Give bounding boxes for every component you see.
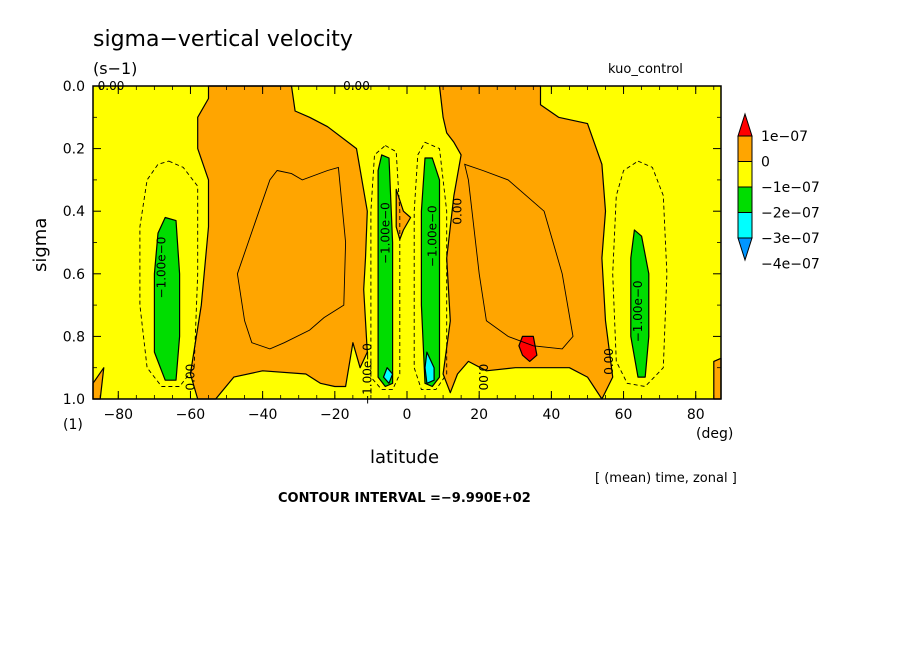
x-tick-label: −20 [320,407,350,423]
colorbar-level-label: −2e−07 [761,206,820,222]
x-axis-ticks: −80 −60 −40 −20 0 20 40 60 80 [99,86,715,423]
x-tick-label: 20 [470,407,488,423]
contour-label: 0.00 [183,364,197,391]
y-axis-ticks: 0.0 0.2 0.4 0.6 0.8 1.0 [63,79,721,408]
region-0_to_1e-7-1 [189,85,368,400]
region-m3e-7_to_m2e-7-9 [382,367,394,384]
contour-line-dashed [612,160,668,387]
x-tick-label: −40 [248,407,278,423]
x-tick-label: 0 [403,407,412,423]
y-tick-label: 0.6 [63,267,85,283]
y-tick-label: 0.2 [63,142,85,158]
contour-interval: CONTOUR INTERVAL =−9.990E+02 [278,491,531,506]
region-0_to_1e-7-2 [438,85,614,400]
plot-area: 0.00 0.00 −1.00e−0 −1.00e−0 −1.00e−0 0.00 −1.0… [92,79,722,405]
contour-line-dashed [413,141,448,391]
x-tick-label: 40 [542,407,560,423]
colorbar-top-triangle [737,112,753,137]
y-tick-label: 1.0 [63,392,85,408]
contour-line-solid [464,163,574,350]
averaging-note: [ (mean) time, zonal ] [595,471,737,486]
contour-label: 0.00 [602,348,616,375]
x-axis-units: (deg) [696,426,733,442]
colorbar-level-label: −4e−07 [761,257,820,273]
x-tick-label: −80 [103,407,133,423]
y-tick-label: 0.4 [63,204,85,220]
contour-lines [139,141,668,391]
x-tick-label: −60 [176,407,206,423]
colorbar-segment-m2e-7_to_m1e-7 [737,186,753,213]
colorbar-segment-0_to_1e-7 [737,135,753,162]
contour-label: −1.00e−0 [425,205,439,267]
region-m3e-7_to_m2e-7-10 [424,351,435,384]
contour-line-dashed [370,144,401,391]
x-axis-label: latitude [370,447,439,468]
colorbar-level-label: −3e−07 [761,231,820,247]
x-tick-label: 60 [615,407,633,423]
region-m2e-7_to_m1e-7-7 [420,157,441,388]
contour-label: −1.00e−0 [631,280,645,342]
x-tick-label: 80 [687,407,705,423]
colorbar-level-label: 0 [761,155,770,171]
region-m2e-7_to_m1e-7-5 [153,216,181,381]
y-axis-units: (1) [63,417,83,433]
contour-label: −1.00e−0 [378,202,392,264]
y-tick-label: 0.8 [63,329,85,345]
contour-labels: 0.00 0.00 −1.00e−0 −1.00e−0 −1.00e−0 0.00 −1.0… [98,79,645,405]
region-m2e-7_to_m1e-7-6 [377,154,394,388]
contour-line-solid [236,166,347,350]
colorbar-level-label: −1e−07 [761,180,820,196]
filled-regions [92,85,722,400]
colorbar-bottom-triangle [737,237,753,262]
region-0_to_1e-7-4 [713,357,722,400]
contour-label: 0.00 [451,198,465,225]
contour-label: −1.00e−0 [360,343,374,405]
y-axis-label: sigma [30,218,51,272]
chart-title: sigma−vertical velocity [93,27,353,52]
chart-units: (s−1) [93,59,137,78]
region-gt_1e-7-11 [518,335,538,362]
contour-label: 0.00 [476,364,490,391]
plot-background [93,86,721,399]
contour-line-dashed [139,160,199,387]
region-m2e-7_to_m1e-7-8 [630,229,650,378]
colorbar-level-label: 1e−07 [761,129,808,145]
colorbar: 1e−07 0 −1e−07 −2e−07 −3e−07 −4e−07 [737,112,820,273]
y-tick-label: 0.0 [63,79,85,95]
colorbar-segment-m3e-7_to_m2e-7 [737,212,753,239]
colorbar-segment-m1e-7_to_0 [737,161,753,188]
experiment-name: kuo_control [608,62,683,77]
contour-label: −1.00e−0 [155,237,169,299]
